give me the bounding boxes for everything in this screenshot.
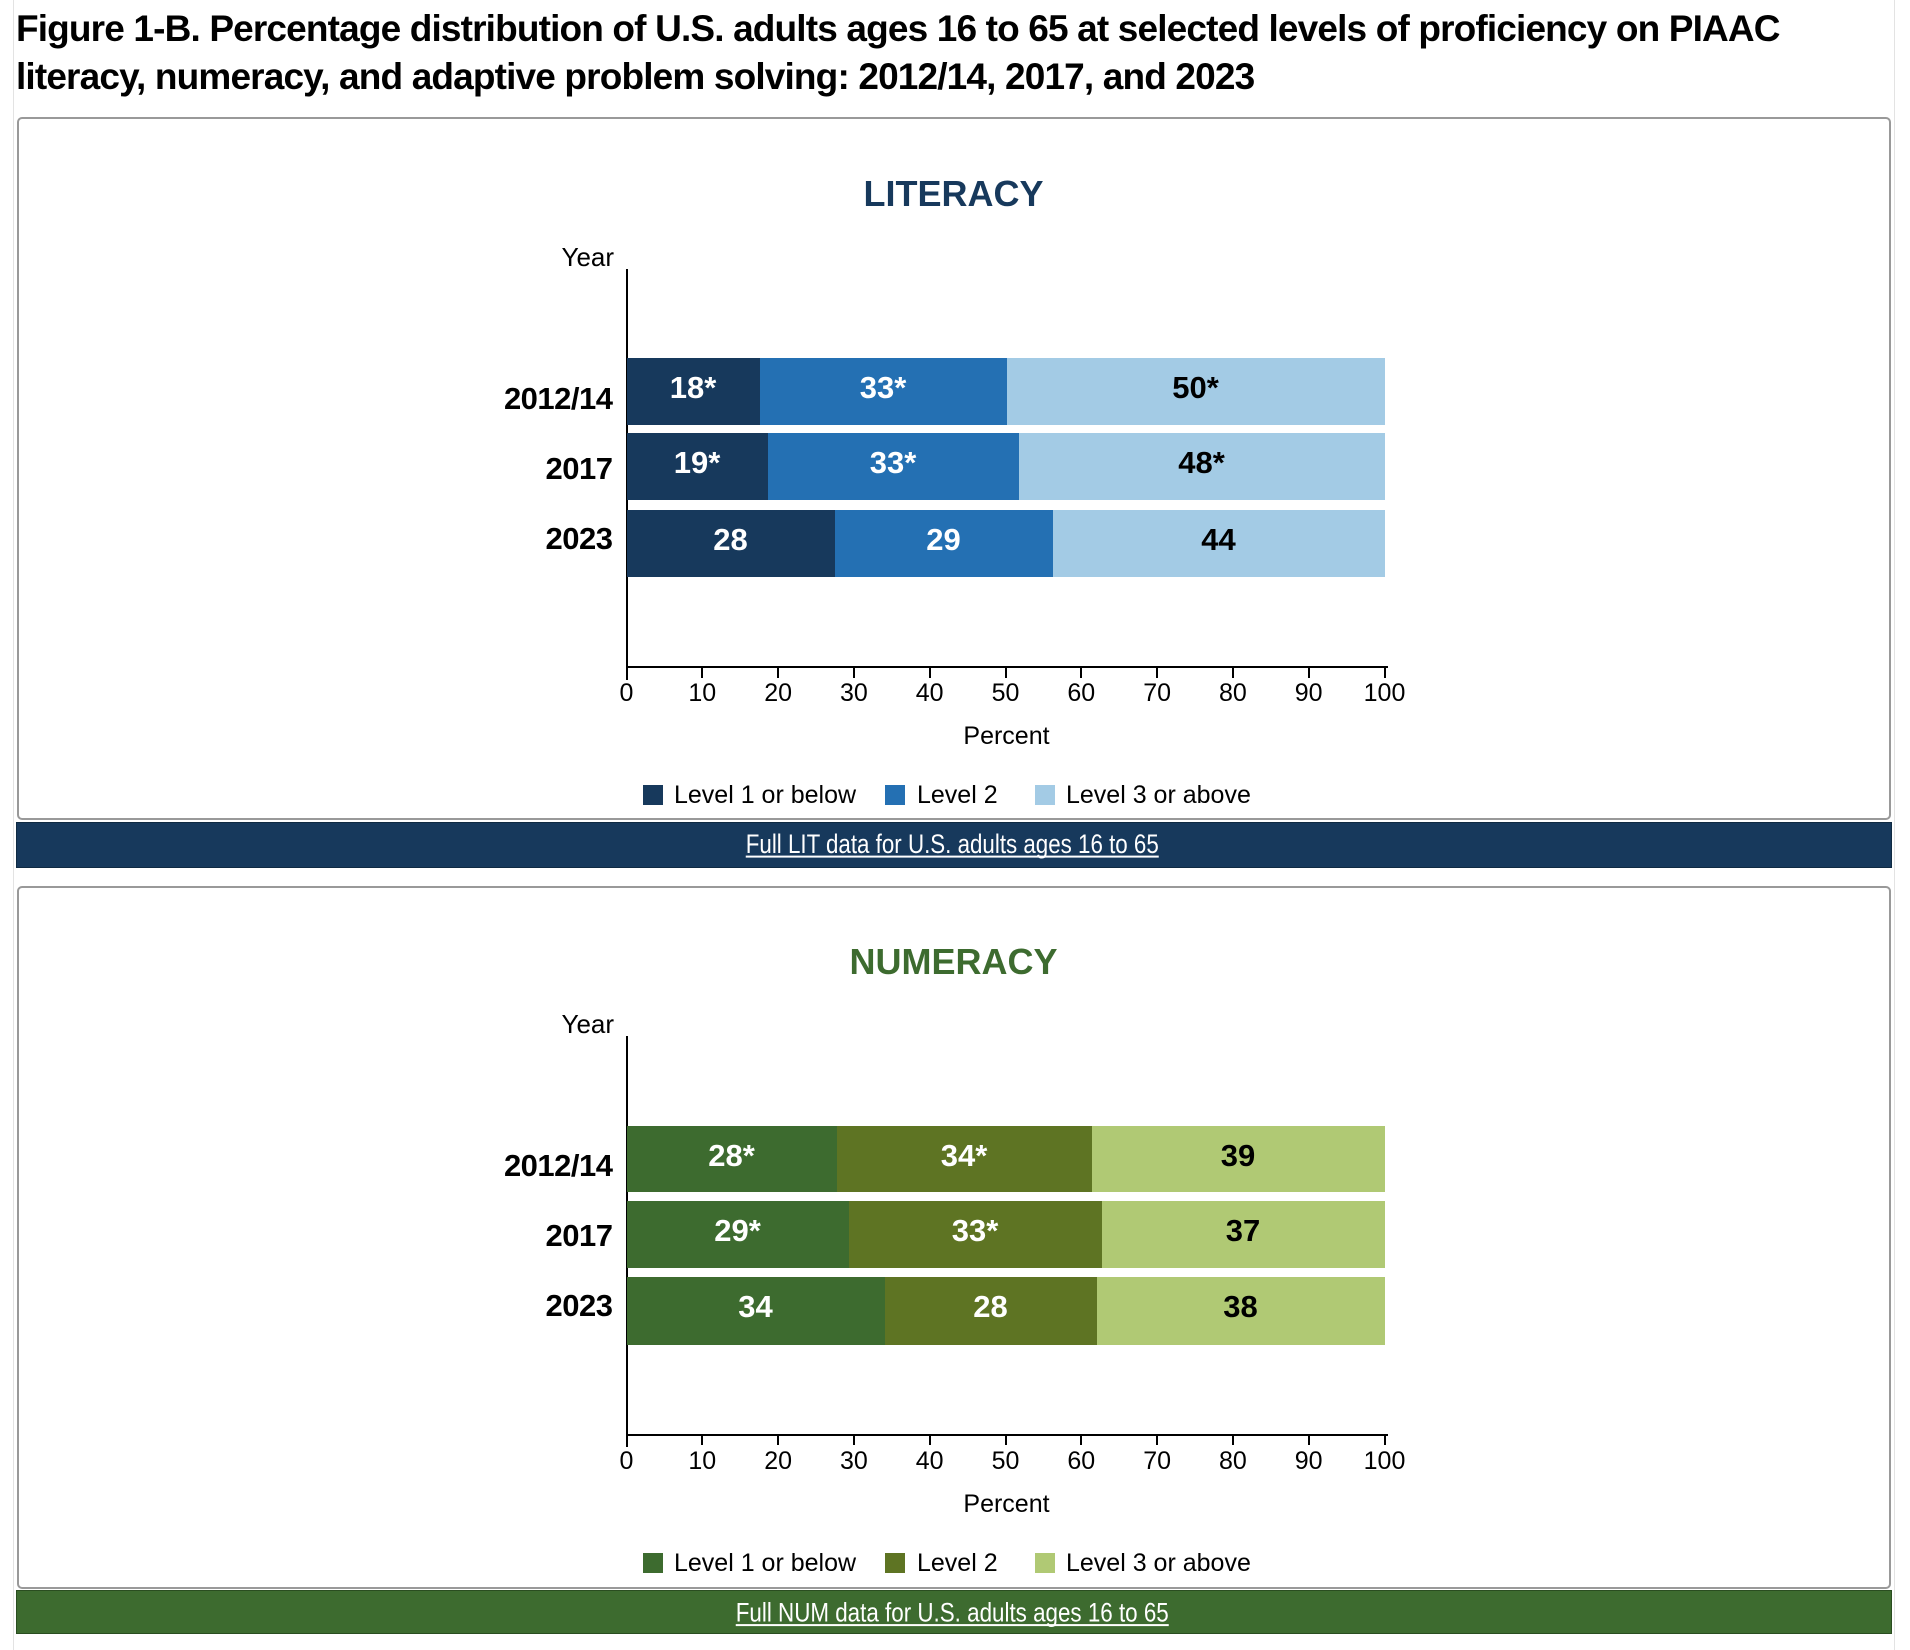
svg-text:Full NUM data for U.S. adults: Full NUM data for U.S. adults ages 16 to… xyxy=(735,1598,1168,1628)
svg-text:Full LIT data for U.S. adults: Full LIT data for U.S. adults ages 16 to… xyxy=(745,829,1158,859)
